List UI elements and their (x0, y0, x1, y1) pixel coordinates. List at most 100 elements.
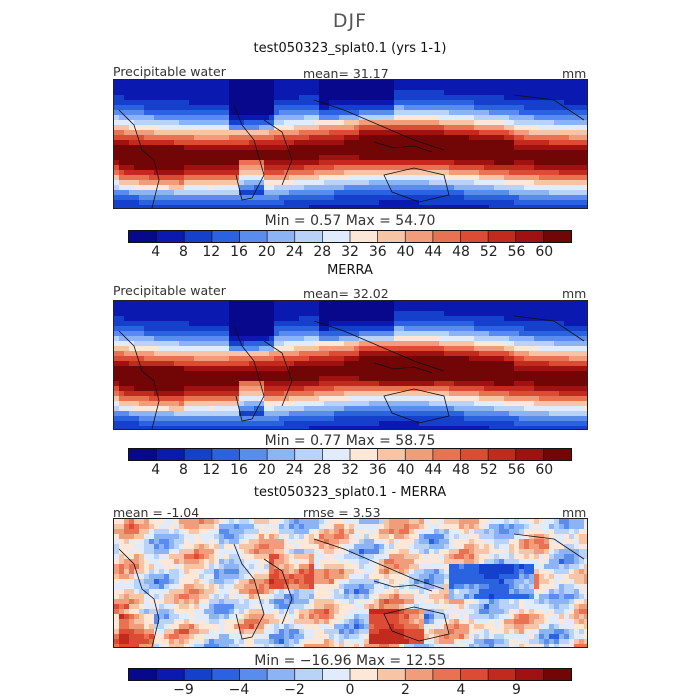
map-cell (234, 391, 240, 397)
map-cell (359, 160, 365, 166)
map-cell (119, 85, 125, 91)
map-cell (139, 306, 145, 312)
map-cell (309, 311, 315, 317)
map-cell (524, 391, 530, 397)
map-cell (444, 135, 450, 141)
map-cell (489, 311, 495, 317)
map-cell (489, 185, 495, 191)
map-cell (439, 391, 445, 397)
map-cell (389, 426, 395, 429)
map-cell (234, 140, 240, 146)
map-cell (169, 306, 175, 312)
map-cell (439, 366, 445, 372)
map-cell (379, 130, 385, 136)
map-cell (559, 331, 565, 337)
map-cell (264, 411, 270, 417)
map-cell (279, 110, 285, 116)
map-cell (399, 180, 405, 186)
map-cell (134, 356, 140, 362)
map-cell (524, 195, 530, 201)
map-cell (579, 361, 585, 367)
map-cell (479, 110, 485, 116)
map-cell (349, 416, 355, 422)
map-cell (574, 346, 580, 352)
map-cell (124, 170, 130, 176)
map-cell (329, 110, 335, 116)
map-cell (204, 331, 210, 337)
map-cell (544, 316, 550, 322)
map-cell (509, 386, 515, 392)
map-cell (454, 125, 460, 131)
map-cell (284, 95, 290, 101)
map-cell (574, 416, 580, 422)
map-cell (339, 180, 345, 186)
map-cell (209, 301, 215, 307)
map-cell (279, 321, 285, 327)
map-cell (534, 371, 540, 377)
map-cell (154, 130, 160, 136)
map-cell (424, 100, 430, 106)
map-cell (279, 115, 285, 121)
map-cell (394, 301, 400, 307)
map-cell (449, 386, 455, 392)
map-cell (329, 125, 335, 131)
map-cell (509, 80, 515, 86)
map-cell (149, 125, 155, 131)
map-cell (489, 381, 495, 387)
map-cell (339, 110, 345, 116)
map-cell (504, 341, 510, 347)
map-cell (349, 200, 355, 206)
map-cell (514, 165, 520, 171)
map-cell (174, 311, 180, 317)
map-cell (319, 85, 325, 91)
map-cell (274, 366, 280, 372)
map-cell (119, 180, 125, 186)
map-cell (489, 105, 495, 111)
map-cell (169, 145, 175, 151)
map-cell (314, 331, 320, 337)
map-cell (209, 85, 215, 91)
map-cell (464, 396, 470, 402)
map-cell (319, 361, 325, 367)
map-cell (279, 361, 285, 367)
map-cell (464, 90, 470, 96)
map-cell (454, 90, 460, 96)
map-cell (219, 80, 225, 86)
map-cell (304, 301, 310, 307)
map-cell (439, 180, 445, 186)
map-cell (479, 301, 485, 307)
map-cell (159, 175, 165, 181)
map-cell (159, 110, 165, 116)
map-cell (279, 411, 285, 417)
map-cell (374, 351, 380, 357)
map-cell (229, 135, 235, 141)
map-cell (209, 105, 215, 111)
map-cell (234, 336, 240, 342)
map-cell (499, 145, 505, 151)
map-cell (574, 205, 580, 208)
map-cell (149, 311, 155, 317)
map-cell (499, 381, 505, 387)
map-cell (359, 165, 365, 171)
map-cell (149, 301, 155, 307)
map-cell (264, 351, 270, 357)
map-cell (319, 426, 325, 429)
map-cell (254, 105, 260, 111)
map-cell (469, 336, 475, 342)
map-cell (204, 105, 210, 111)
map-cell (559, 301, 565, 307)
colorbar-swatch (211, 231, 240, 242)
map-cell (409, 341, 415, 347)
map-cell (229, 190, 235, 196)
colorbar-swatch (184, 231, 213, 242)
map-cell (344, 321, 350, 327)
map-cell (449, 391, 455, 397)
map-cell (389, 371, 395, 377)
map-cell (379, 366, 385, 372)
map-cell (304, 130, 310, 136)
map-cell (334, 160, 340, 166)
map-cell (334, 180, 340, 186)
map-cell (134, 316, 140, 322)
map-cell (469, 200, 475, 206)
map-cell (499, 175, 505, 181)
